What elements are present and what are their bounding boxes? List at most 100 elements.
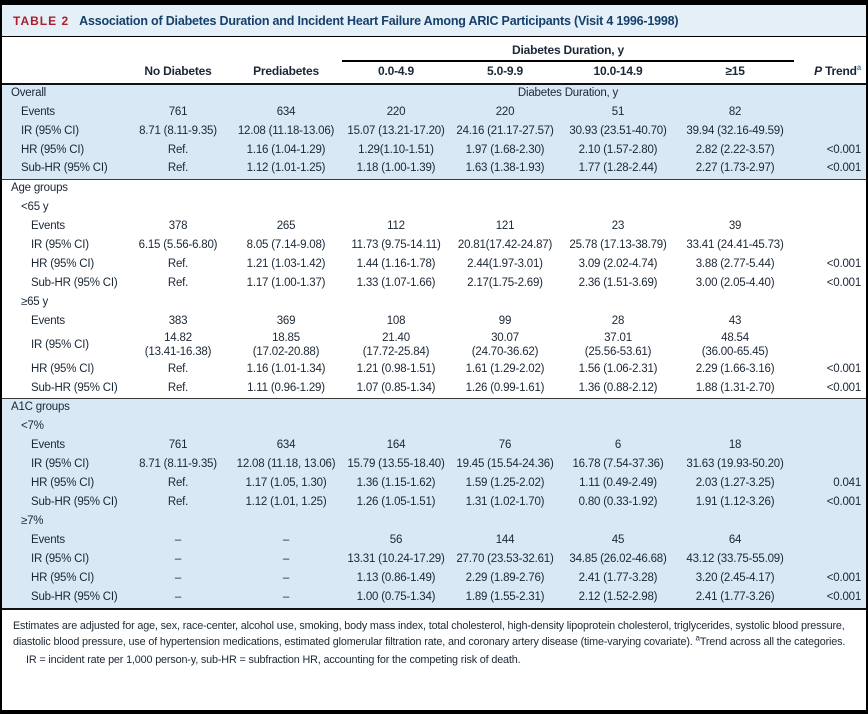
cell-value: 8.05 (7.14-9.08): [230, 236, 342, 255]
cell-value: 1.31 (1.02-1.70): [450, 493, 560, 513]
cell-value: 220: [342, 103, 450, 122]
cell-value: 24.16 (21.17-27.57): [450, 122, 560, 141]
cell-value: –: [230, 531, 342, 551]
cell-value: 1.97 (1.68-2.30): [450, 141, 560, 160]
cell-p-trend: <0.001: [794, 569, 866, 589]
table-row: Sub-HR (95% CI) – –1.00 (0.75-1.34) 1.89 (1…: [2, 588, 866, 608]
cell-value: 76: [450, 436, 560, 456]
cell-value: 37.01 (25.56-53.61): [560, 331, 676, 361]
cell-p-trend: <0.001: [794, 588, 866, 608]
cell-value: 1.63 (1.38-1.93): [450, 160, 560, 179]
row-label: IR (95% CI): [2, 455, 126, 475]
cell-value: 11.73 (9.75-14.11): [342, 236, 450, 255]
cell-value: 1.44 (1.16-1.78): [342, 255, 450, 274]
cell-value: 1.21 (1.03-1.42): [230, 255, 342, 274]
table-footnotes: Estimates are adjusted for age, sex, rac…: [2, 607, 866, 675]
footnote-adjustments: Estimates are adjusted for age, sex, rac…: [13, 618, 855, 650]
col-header-duration-10-14: 10.0-14.9: [560, 61, 676, 85]
cell-value: 1.61 (1.29-2.02): [450, 360, 560, 380]
cell-value: 2.44(1.97-3.01): [450, 255, 560, 274]
cell-value: 2.17(1.75-2.69): [450, 274, 560, 293]
cell-p-trend: <0.001: [794, 160, 866, 179]
table-row: Age groups: [2, 178, 866, 198]
table-row: <65 y: [2, 198, 866, 217]
cell-p-trend: <0.001: [794, 493, 866, 513]
table-row: Sub-HR (95% CI) Ref. 1.12 (1.01, 1.25) 1.26…: [2, 493, 866, 513]
cell-value: –: [230, 569, 342, 589]
header-row-label-spacer: [2, 61, 126, 85]
row-label: Sub-HR (95% CI): [2, 160, 126, 179]
row-label: Sub-HR (95% CI): [2, 274, 126, 293]
cell-value: 6: [560, 436, 676, 456]
cell-value: Ref.: [126, 274, 230, 293]
cell-value: 25.78 (17.13-38.79): [560, 236, 676, 255]
cell-value: 43.12 (33.75-55.09): [676, 550, 795, 570]
cell-value: 8.71 (8.11-9.35): [126, 122, 230, 141]
cell-p-trend: <0.001: [794, 141, 866, 160]
row-label: Sub-HR (95% CI): [2, 379, 126, 399]
table-row: Overall Diabetes Duration, y: [2, 84, 866, 103]
cell-value: 1.33 (1.07-1.66): [342, 274, 450, 293]
cell-value: 1.13 (0.86-1.49): [342, 569, 450, 589]
cell-value: 12.08 (11.18-13.06): [230, 122, 342, 141]
cell-value: 1.16 (1.01-1.34): [230, 360, 342, 380]
cell-value: 48.54 (36.00-65.45): [676, 331, 795, 361]
cell-value: 2.29 (1.89-2.76): [450, 569, 560, 589]
cell-value: 27.70 (23.53-32.61): [450, 550, 560, 570]
cell-value: 121: [450, 217, 560, 236]
col-header-p-trend: P Trenda: [794, 61, 866, 85]
row-label: ≥65 y: [2, 293, 866, 312]
table-row: Events 761 634 220 220 51 82: [2, 103, 866, 122]
row-label: Age groups: [2, 178, 866, 198]
cell-value: Ref.: [126, 360, 230, 380]
cell-value: Ref.: [126, 493, 230, 513]
col-header-duration-5-9: 5.0-9.9: [450, 61, 560, 85]
row-label: IR (95% CI): [2, 122, 126, 141]
table-row: IR (95% CI) 6.15 (5.56-6.80) 8.05 (7.14-9.…: [2, 236, 866, 255]
p-trend-word: Trend: [825, 64, 857, 78]
cell-value: 13.31 (10.24-17.29): [342, 550, 450, 570]
row-label: Events: [2, 436, 126, 456]
cell-value: Ref.: [126, 255, 230, 274]
cell-p-trend: [794, 122, 866, 141]
cell-value: 2.27 (1.73-2.97): [676, 160, 795, 179]
cell-p-trend: [794, 103, 866, 122]
cell-value: 634: [230, 103, 342, 122]
row-label: ≥7%: [2, 512, 866, 532]
cell-value: 2.12 (1.52-2.98): [560, 588, 676, 608]
row-label: A1C groups: [2, 398, 866, 418]
col-header-no-diabetes: No Diabetes: [126, 61, 230, 85]
row-label: <7%: [2, 417, 866, 437]
cell-value: 14.82 (13.41-16.38): [126, 331, 230, 361]
cell-value: 112: [342, 217, 450, 236]
cell-value: 2.29 (1.66-3.16): [676, 360, 795, 380]
cell-value: 1.21 (0.98-1.51): [342, 360, 450, 380]
table-row: Events 761 634 164 76 6 18: [2, 436, 866, 456]
cell-value: 1.36 (0.88-2.12): [560, 379, 676, 399]
cell-value: 1.17 (1.00-1.37): [230, 274, 342, 293]
table-row: ≥7%: [2, 512, 866, 532]
cell-value: 3.09 (2.02-4.74): [560, 255, 676, 274]
cell-value: 1.00 (0.75-1.34): [342, 588, 450, 608]
cell-empty: [794, 84, 866, 103]
footnote-abbreviations: IR = incident rate per 1,000 person-y, s…: [26, 653, 521, 666]
cell-value: 64: [676, 531, 795, 551]
table-row: IR (95% CI) 8.71 (8.11-9.35) 12.08 (11.18-…: [2, 122, 866, 141]
cell-value: 108: [342, 312, 450, 331]
cell-p-trend: <0.001: [794, 360, 866, 380]
row-label: Sub-HR (95% CI): [2, 588, 126, 608]
row-label: Events: [2, 312, 126, 331]
cell-value: 16.78 (7.54-37.36): [560, 455, 676, 475]
cell-value: –: [126, 569, 230, 589]
cell-value: 1.26 (1.05-1.51): [342, 493, 450, 513]
row-label: HR (95% CI): [2, 474, 126, 494]
cell-p-trend: [794, 550, 866, 570]
cell-value: 1.07 (0.85-1.34): [342, 379, 450, 399]
cell-value: Ref.: [126, 474, 230, 494]
cell-value: 761: [126, 103, 230, 122]
table-row: ≥65 y: [2, 293, 866, 312]
cell-value: 1.17 (1.05, 1.30): [230, 474, 342, 494]
table-row: HR (95% CI) Ref. 1.16 (1.01-1.34) 1.21 (0.9…: [2, 360, 866, 380]
cell-p-trend: 0.041: [794, 474, 866, 494]
cell-p-trend: [794, 531, 866, 551]
